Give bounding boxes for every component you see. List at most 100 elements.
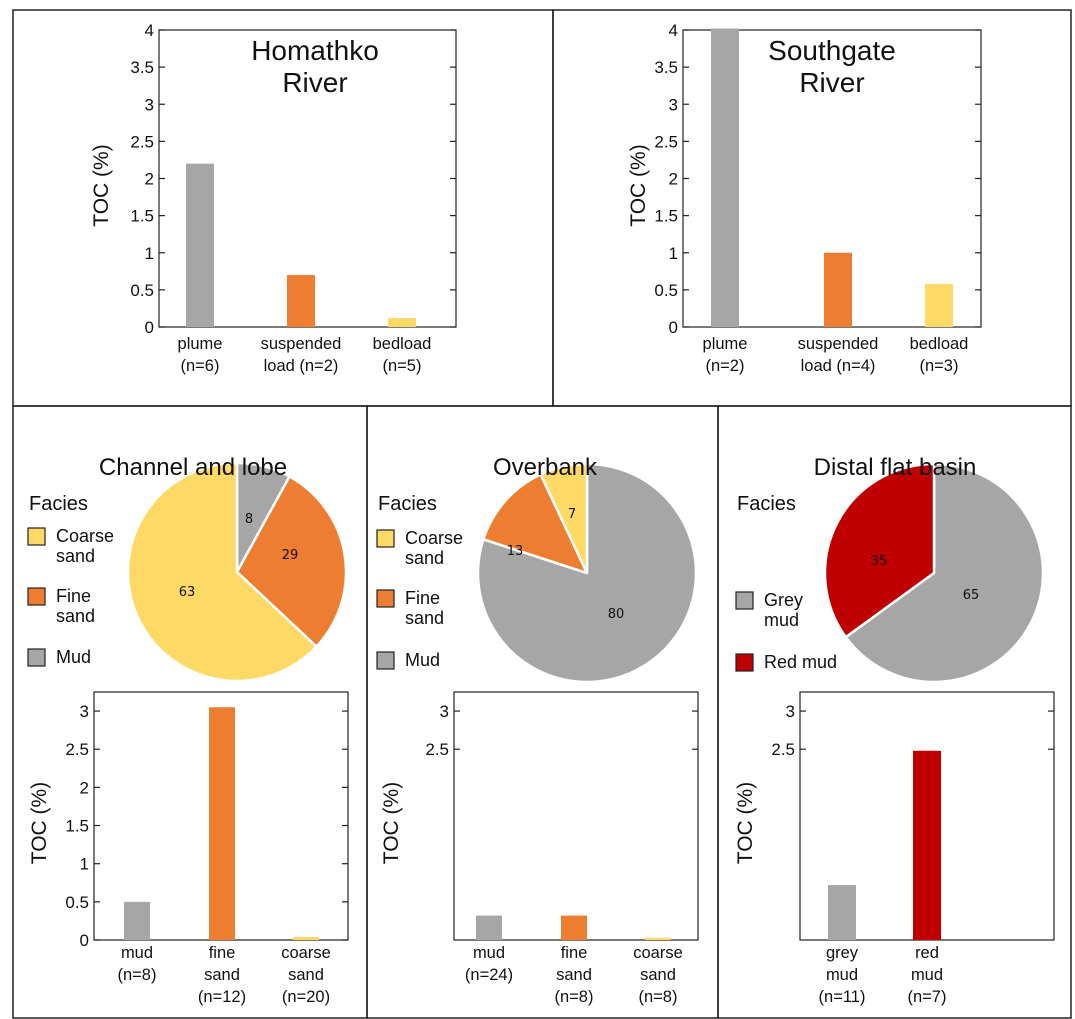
legend-entry: Fine [56, 586, 91, 606]
y-tick-label: 3 [440, 702, 449, 721]
legend-swatch [27, 527, 46, 546]
pie-slice [126, 461, 318, 683]
slice-label: 65 [963, 588, 980, 603]
chart-title: Overbank [493, 454, 598, 481]
x-tick-label: coarse [281, 944, 331, 962]
x-tick-label: mud [911, 966, 943, 984]
legend-title: Facies [378, 493, 437, 515]
bar [124, 901, 150, 940]
y-tick-label: 1 [80, 855, 89, 874]
y-tick-label: 2.5 [771, 740, 795, 759]
x-tick-label: (n=20) [282, 988, 330, 1006]
y-axis-title: TOC (%) [90, 144, 113, 226]
x-tick-label: (n=24) [465, 966, 513, 984]
y-tick-label: 3 [80, 702, 89, 721]
chart-title: River [799, 67, 864, 98]
legend-entry: sand [56, 606, 95, 626]
legend-entry: Red mud [764, 652, 837, 672]
legend-entry: Coarse [405, 528, 463, 548]
y-tick-label: 3 [786, 702, 795, 721]
pie-slice [482, 473, 589, 575]
bar [293, 936, 319, 940]
y-axis-title: TOC (%) [380, 782, 403, 864]
legend-entry: Coarse [56, 526, 114, 546]
legend-swatch [376, 589, 395, 608]
pie-slice [235, 475, 348, 648]
bar [925, 283, 953, 327]
x-tick-label: (n=6) [181, 357, 220, 375]
y-tick-label: 1.5 [654, 207, 678, 226]
x-tick-label: load (n=2) [264, 357, 339, 375]
slice-label: 63 [179, 585, 196, 600]
x-tick-label: red [915, 944, 939, 962]
x-tick-label: (n=11) [819, 988, 866, 1006]
y-tick-label: 3 [145, 95, 154, 114]
x-tick-label: mud [826, 966, 858, 984]
x-tick-label: mud [121, 944, 153, 962]
y-tick-label: 2.5 [425, 740, 449, 759]
legend-swatch [735, 591, 754, 610]
y-axis-title: TOC (%) [734, 782, 757, 864]
slice-label: 7 [568, 507, 576, 522]
slice-label: 13 [507, 544, 524, 559]
legend-entry: Mud [405, 650, 440, 670]
x-tick-label: mud [473, 944, 505, 962]
y-tick-label: 3.5 [654, 58, 678, 77]
y-tick-label: 0 [145, 318, 154, 337]
y-tick-label: 2 [669, 170, 678, 189]
bar-chart-distal_bar: 2.5 3 grey mud (n=11) red mud (n=7) TOC (%) [734, 691, 1055, 1006]
x-tick-label: (n=7) [908, 988, 947, 1006]
slice-label: 80 [608, 607, 625, 622]
bar-chart-homathko: 0 0.5 1 1.5 2 2.5 3 3.5 4 plume (n=6) suspended load… [90, 21, 457, 375]
chart-title: River [282, 67, 347, 98]
legend-entry: sand [405, 608, 444, 628]
x-tick-label: sand [204, 966, 240, 984]
y-tick-label: 0 [80, 931, 89, 950]
pie-slice [844, 462, 1045, 684]
x-tick-label: suspended [261, 335, 342, 353]
chart-title: Homathko [251, 35, 379, 66]
x-tick-label: bedload [910, 335, 969, 353]
bar [209, 707, 235, 940]
panel-border-distal [717, 405, 1072, 1019]
legend-title: Facies [737, 493, 796, 515]
y-tick-label: 0 [669, 318, 678, 337]
x-tick-label: fine [561, 944, 588, 962]
slice-label: 35 [871, 554, 888, 569]
x-tick-label: (n=8) [118, 966, 157, 984]
y-axis-title: TOC (%) [627, 144, 650, 226]
bar [186, 163, 214, 327]
legend-entry: sand [56, 546, 95, 566]
bar-chart-overbank_bar: 2.5 3 mud (n=24) fine sand (n=8) coarse sand (n=8… [380, 691, 699, 1006]
pie-slice [539, 462, 589, 575]
legend-swatch [27, 587, 46, 606]
pie-slice [823, 462, 936, 639]
x-tick-label: bedload [373, 335, 432, 353]
x-tick-label: plume [178, 335, 223, 353]
legend-swatch [376, 651, 395, 670]
legend-swatch [27, 648, 46, 667]
x-tick-label: coarse [633, 944, 683, 962]
x-tick-label: load (n=4) [801, 357, 876, 375]
y-tick-label: 1 [669, 244, 678, 263]
bar [388, 318, 416, 327]
y-tick-label: 2 [80, 778, 89, 797]
bar-chart-channel_bar: 0 0.5 1 1.5 2 2.5 3 mud (n=8) fine sand (n=12) coars… [28, 691, 349, 1006]
legend-entry: Fine [405, 588, 440, 608]
x-tick-label: suspended [798, 335, 879, 353]
legend-title: Facies [29, 493, 88, 515]
x-tick-label: (n=12) [198, 988, 246, 1006]
bar-chart-southgate: 0 0.5 1 1.5 2 2.5 3 3.5 4 plume (n=2) suspended load… [627, 21, 982, 375]
x-tick-label: (n=5) [383, 357, 422, 375]
chart-title: Southgate [768, 35, 896, 66]
y-tick-label: 0.5 [65, 893, 89, 912]
x-tick-label: sand [288, 966, 324, 984]
bar [913, 750, 941, 940]
pie-slice [476, 462, 698, 684]
x-tick-label: (n=3) [920, 357, 959, 375]
bar [561, 915, 587, 940]
slice-label: 29 [282, 548, 299, 563]
bar [476, 915, 502, 940]
